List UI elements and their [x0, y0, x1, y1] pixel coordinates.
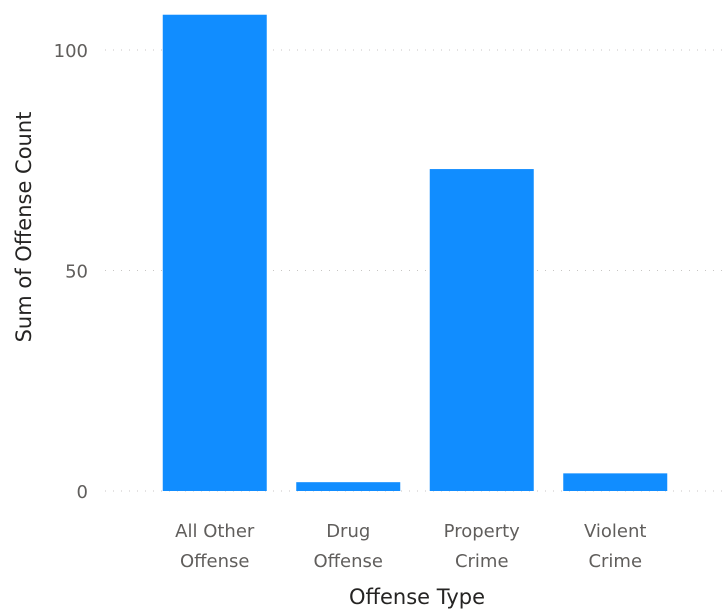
x-category-label: Violent Crime: [584, 521, 646, 572]
bar[interactable]: [563, 473, 668, 491]
bar[interactable]: [296, 482, 401, 491]
y-tick-label: 0: [77, 482, 88, 503]
y-axis-ticks: 0 50 100: [54, 41, 88, 503]
bar[interactable]: [162, 14, 267, 491]
x-axis-categories: All Other Offense Drug Offense Property Crime…: [175, 521, 646, 572]
x-category-label: All Other Offense: [175, 521, 255, 572]
bars: [162, 14, 668, 491]
y-axis-title: Sum of Offense Count: [12, 112, 36, 343]
bar[interactable]: [429, 169, 534, 491]
x-category-label: Drug Offense: [313, 521, 383, 572]
x-axis-title: Offense Type: [349, 585, 485, 609]
y-tick-label: 50: [65, 262, 88, 283]
x-category-label: Property Crime: [444, 521, 521, 572]
y-tick-label: 100: [54, 41, 88, 62]
